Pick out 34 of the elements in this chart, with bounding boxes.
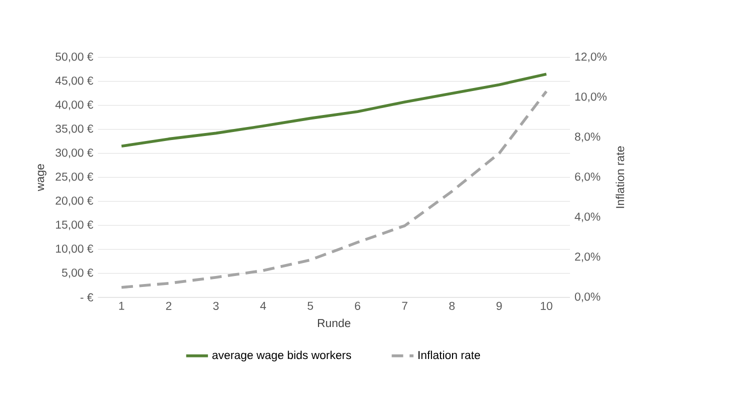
x-tick-label: 8 <box>449 302 455 310</box>
x-tick-label: 9 <box>496 302 502 310</box>
x-tick-label: 5 <box>308 302 314 310</box>
x-tick-label: 4 <box>260 302 266 310</box>
y2-tick-label: 6,0% <box>575 172 600 182</box>
y2-tick-label: 0,0% <box>574 292 600 302</box>
y2-tick-label: 2,0% <box>575 252 600 262</box>
x-tick-label: 7 <box>402 302 408 310</box>
y-tick-label: 20,00 € <box>56 196 94 206</box>
y-tick-label: 30,00 € <box>56 148 94 158</box>
y-tick-label: 15,00 € <box>56 220 94 230</box>
x-tick-label: 6 <box>354 302 360 310</box>
legend-label: average wage bids workers <box>212 350 352 362</box>
y2-tick-label: 4,0% <box>574 212 600 222</box>
legend-label: Inflation rate <box>418 350 480 360</box>
x-tick-label: 1 <box>119 302 124 310</box>
y-tick-label: 5,00 € <box>62 268 94 278</box>
x-tick-label: 3 <box>213 302 219 310</box>
x-tick-label: 2 <box>166 302 172 310</box>
y-tick-label: 40,00 € <box>55 100 94 110</box>
y-axis-title: wage <box>38 164 46 192</box>
x-axis-title: Runde <box>318 318 350 328</box>
x-tick-label: 10 <box>540 302 552 310</box>
line-series <box>120 90 548 289</box>
y2-axis-title: Inflation rate <box>616 146 624 208</box>
y-tick-label: 45,00 € <box>55 76 94 86</box>
y-tick-label: 50,00 € <box>56 52 94 62</box>
y-tick-label: 10,00 € <box>56 244 94 254</box>
y2-tick-label: 12,0% <box>575 52 607 62</box>
y-tick-label: 25,00 € <box>56 172 94 182</box>
y2-tick-label: 8,0% <box>574 132 600 142</box>
y2-tick-label: 10,0% <box>575 92 607 102</box>
y-tick-label: 35,00 € <box>56 124 94 134</box>
y-tick-label: - € <box>80 294 94 302</box>
